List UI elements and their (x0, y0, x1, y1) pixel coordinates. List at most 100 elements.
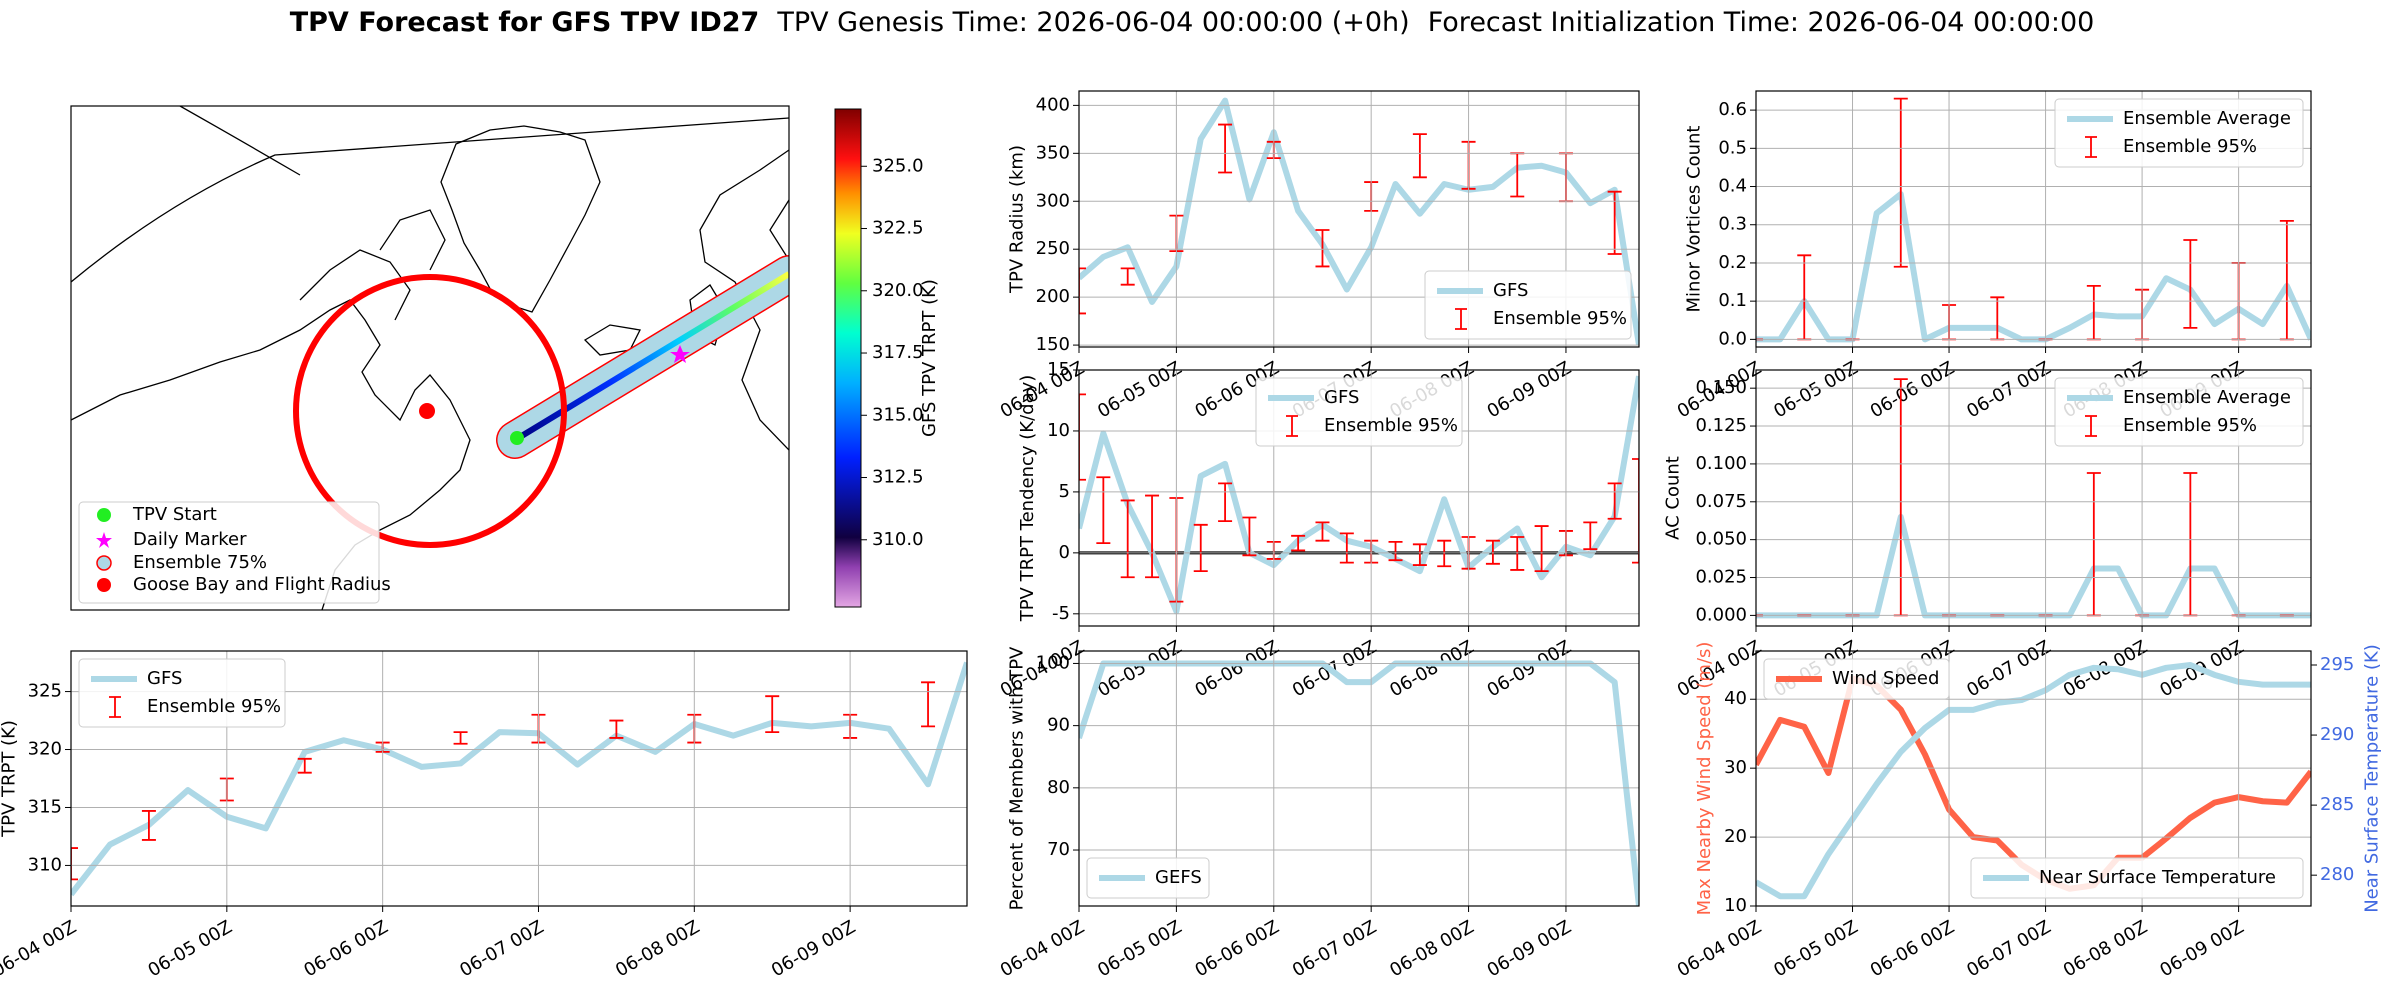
y-axis-label: TPV TRPT (K) (0, 720, 20, 838)
error-bar (1145, 494, 1160, 579)
colorbar-tick-label: 320.0 (872, 280, 924, 301)
error-bar (1534, 525, 1549, 573)
y-tick-label: 0.150 (1695, 377, 1747, 398)
error-bar (1412, 543, 1427, 566)
y-axis-label: Percent of Members with TPV (1007, 646, 1028, 910)
series-line (1079, 97, 1639, 346)
y-tick-label: 0.050 (1695, 529, 1747, 550)
error-bar (141, 810, 156, 841)
legend-box (1086, 857, 1210, 899)
error-bar (1315, 521, 1330, 542)
x-tick-label: 06-09 00Z (1484, 916, 1575, 981)
x-tick-label: 06-05 00Z (1094, 357, 1185, 422)
x-tick-label: 06-04 00Z (997, 357, 1088, 422)
y-tick-label: 200 (1036, 286, 1070, 307)
y-tick-label: 40 (1724, 688, 1747, 709)
y-tick-label: 0.100 (1695, 453, 1747, 474)
error-bar (1437, 539, 1452, 568)
error-bar (2183, 239, 2198, 329)
y-tick-label: 5 (1059, 481, 1070, 502)
map: TPV Start Daily Marker Ensemble 75% Goos… (71, 106, 789, 610)
y2-tick-label: 295 (2320, 654, 2354, 675)
y-axis-label: Minor Vortices Count (1684, 126, 1705, 313)
x-tick-label: 06-07 00Z (456, 916, 547, 981)
y-tick-label: 0.1 (1718, 290, 1747, 311)
y-tick-label: 0 (1059, 542, 1070, 563)
error-bar (765, 695, 780, 734)
error-bar (1510, 536, 1525, 571)
error-bar (71, 847, 78, 881)
map-legend-label: TPV Start (132, 504, 217, 525)
x-tick-label: 06-06 00Z (1192, 636, 1283, 701)
y-tick-label: 0.5 (1718, 137, 1747, 158)
daily-marker (670, 345, 690, 363)
x-tick-label: 06-09 00Z (1484, 357, 1575, 422)
y-tick-label: 0.2 (1718, 252, 1747, 273)
axes-frame (1078, 650, 1640, 907)
y-tick-label: 0.075 (1695, 491, 1747, 512)
legend-box (2054, 377, 2304, 447)
error-bar (1120, 267, 1135, 286)
legend-label: Ensemble 95% (1493, 308, 1627, 329)
map-legend-label: Ensemble 75% (133, 552, 267, 573)
error-bar (1388, 540, 1403, 562)
error-bar (1485, 539, 1500, 565)
x-tick-label: 06-08 00Z (1386, 636, 1477, 701)
axes-frame (1755, 90, 2312, 348)
error-bar (1079, 267, 1086, 315)
x-tick-label: 06-09 00Z (1484, 636, 1575, 701)
error-bar (1893, 97, 1908, 268)
legend-marker (96, 532, 112, 548)
colorbar-tick-label: 310.0 (872, 529, 924, 550)
legend-marker (97, 508, 111, 522)
error-bar (1607, 190, 1622, 255)
error-bar (1632, 458, 1639, 564)
y-tick-label: 250 (1036, 238, 1070, 259)
error-bar (1893, 378, 1908, 617)
y-axis-label: AC Count (1663, 456, 1684, 540)
y2-axis-label: Near Surface Temperature (K) (2362, 644, 2383, 913)
colorbar-tick-label: 317.5 (872, 342, 924, 363)
series-line (71, 661, 967, 897)
x-tick-label: 06-06 00Z (1867, 916, 1958, 981)
error-bar (297, 757, 312, 774)
axes-frame (70, 650, 968, 907)
x-tick-label: 06-07 00Z (1289, 636, 1380, 701)
tpv-start (510, 431, 524, 445)
coastlines (71, 106, 789, 610)
flight-radius (293, 274, 567, 548)
series-line (1756, 513, 2311, 619)
legend-label: GFS (1324, 387, 1359, 408)
y-tick-label: 70 (1047, 839, 1070, 860)
figure-title: TPV Forecast for GFS TPV ID27 TPV Genesis… (290, 7, 2095, 38)
y-tick-label: 10 (1724, 895, 1747, 916)
x-tick-label: 06-05 00Z (1770, 916, 1861, 981)
error-bar (1339, 532, 1354, 564)
error-bar (2183, 472, 2198, 617)
y-tick-label: -5 (1052, 603, 1070, 624)
y-axis-label: Max Nearby Wind Speed (m/s) (1694, 642, 1715, 916)
x-tick-label: 06-05 00Z (1094, 916, 1185, 981)
map-legend (78, 501, 380, 604)
y-tick-label: 100 (1036, 652, 1070, 673)
error-bar (1242, 516, 1257, 557)
legend-symbol (2085, 415, 2097, 437)
colorbar-label: GFS TPV TRPT (K) (919, 279, 940, 437)
colorbar (834, 108, 862, 608)
error-bar (1797, 254, 1812, 341)
y-tick-label: 350 (1036, 142, 1070, 163)
x-tick-label: 06-06 00Z (1192, 916, 1283, 981)
legend-label: Ensemble Average (2123, 108, 2291, 129)
y-tick-label: 0.025 (1695, 567, 1747, 588)
y-tick-label: 15 (1047, 359, 1070, 380)
error-bar (1193, 523, 1208, 573)
x-tick-label: 06-05 00Z (1770, 357, 1861, 422)
y-tick-label: 0.125 (1695, 415, 1747, 436)
error-bar (2279, 220, 2294, 341)
legend-symbol (1455, 308, 1467, 330)
legend-label: GFS (1493, 280, 1528, 301)
x-tick-label: 06-07 00Z (1963, 357, 2054, 422)
error-bar (1412, 133, 1427, 179)
y-axis-label: TPV TRPT Tendency (K/day) (1017, 375, 1038, 623)
